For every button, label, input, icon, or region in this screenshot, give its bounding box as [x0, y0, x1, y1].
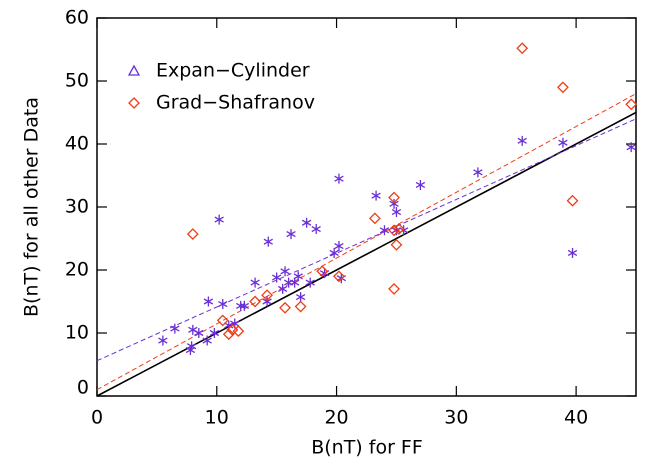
point: [566, 194, 579, 207]
point: [473, 167, 483, 178]
legend-marker: [127, 64, 141, 76]
point: [625, 98, 638, 111]
x-axis-label: B(nT) for FF: [311, 437, 423, 459]
point: [333, 270, 345, 283]
point: [271, 272, 282, 283]
fit-line: [96, 93, 637, 391]
point: [216, 314, 229, 327]
point: [232, 325, 245, 338]
point: [392, 223, 405, 235]
legend-marker: [128, 97, 140, 109]
point: [391, 207, 402, 218]
point: [388, 191, 400, 204]
point: [293, 271, 303, 282]
point: [389, 198, 399, 209]
point: [158, 335, 168, 346]
y-tick-label: 10: [65, 322, 89, 344]
point: [334, 241, 344, 252]
point: [263, 236, 273, 247]
point: [249, 295, 262, 308]
point: [250, 277, 260, 288]
legend-label: Grad−Shafranov: [156, 92, 315, 114]
point: [301, 217, 312, 228]
y-tick-label: 50: [65, 70, 89, 92]
point: [222, 328, 235, 341]
point: [202, 335, 212, 346]
y-tick-label: 20: [65, 259, 89, 281]
x-tick-label: 30: [444, 407, 468, 429]
point: [209, 328, 220, 338]
y-tick-label: 0: [77, 377, 89, 399]
point: [557, 81, 569, 94]
point: [203, 296, 214, 307]
point: [517, 135, 527, 146]
legend-label: Expan−Cylinder: [156, 60, 310, 82]
y-axis-label: B(nT) for all other Data: [21, 97, 43, 317]
point: [188, 324, 198, 335]
point: [388, 282, 400, 295]
point: [371, 190, 381, 201]
point: [289, 277, 300, 288]
point: [239, 300, 250, 311]
fit-line: [96, 118, 637, 362]
point: [294, 300, 307, 313]
point: [277, 283, 288, 294]
point: [334, 173, 344, 184]
point: [280, 266, 290, 277]
point: [236, 300, 246, 311]
point: [279, 301, 291, 314]
point: [626, 142, 636, 153]
point: [186, 228, 199, 241]
point: [516, 42, 529, 55]
y-tick-label: 40: [65, 133, 89, 155]
point: [316, 265, 329, 278]
point: [305, 277, 315, 288]
y-tick-label: 60: [65, 7, 89, 29]
x-tick-label: 20: [324, 407, 348, 429]
point: [311, 224, 321, 235]
point: [379, 225, 390, 236]
x-tick-label: 40: [564, 407, 588, 429]
point: [283, 277, 294, 288]
fit-line: [96, 111, 637, 397]
point: [390, 238, 403, 251]
point: [194, 328, 204, 338]
point: [262, 296, 272, 307]
point: [186, 341, 197, 352]
point: [295, 292, 306, 303]
point: [170, 323, 180, 334]
y-tick-label: 30: [65, 196, 89, 218]
point: [558, 137, 568, 148]
point: [368, 212, 381, 225]
point: [388, 224, 400, 237]
point: [218, 299, 228, 310]
point: [214, 214, 224, 225]
x-tick-label: 0: [91, 407, 103, 429]
point: [329, 247, 339, 258]
point: [261, 289, 274, 302]
point: [415, 179, 426, 190]
x-tick-label: 10: [205, 407, 229, 429]
point: [567, 247, 578, 258]
point: [286, 229, 296, 240]
